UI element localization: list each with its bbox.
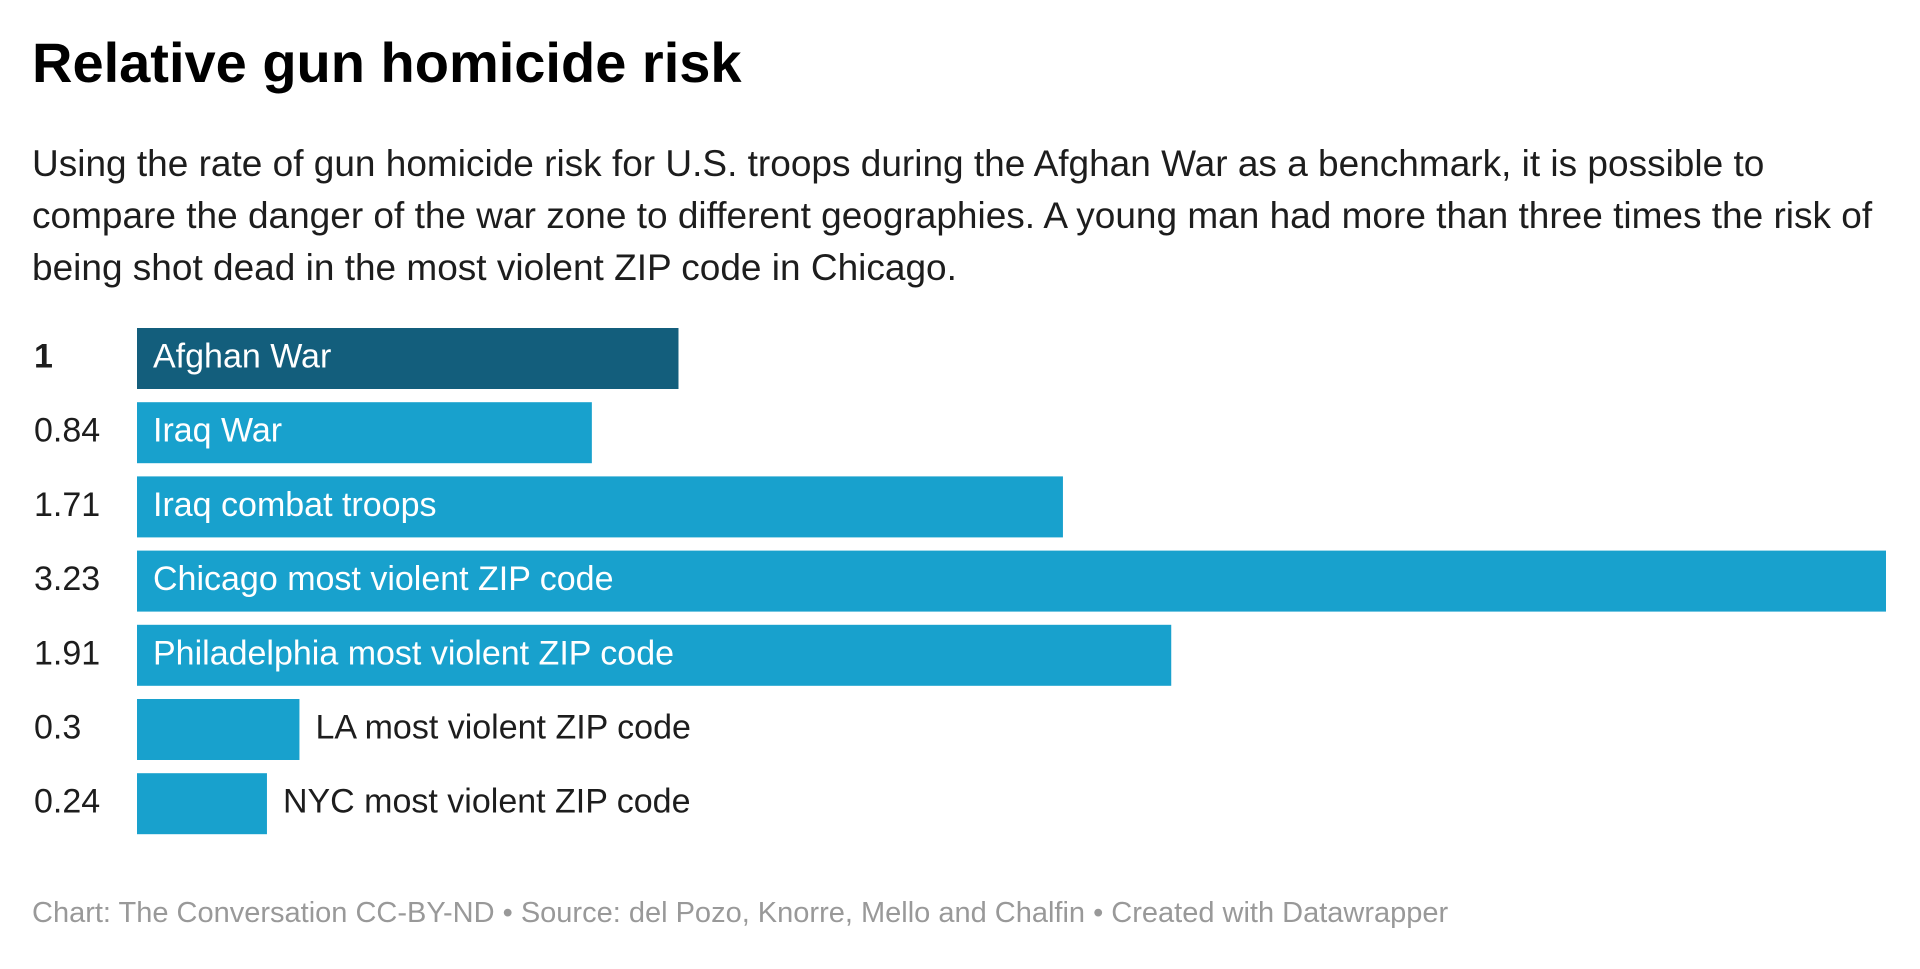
bar (137, 773, 267, 835)
chart-title: Relative gun homicide risk (32, 31, 742, 94)
value-label: 3.23 (34, 560, 100, 598)
chart-footer: Chart: The Conversation CC-BY-ND • Sourc… (32, 897, 1449, 929)
value-label: 1 (34, 337, 53, 375)
category-label: Iraq combat troops (153, 486, 436, 524)
category-label: Iraq War (153, 412, 282, 450)
category-label: NYC most violent ZIP code (283, 783, 691, 821)
category-label: LA most violent ZIP code (315, 708, 690, 746)
chart-subtitle: Using the rate of gun homicide risk for … (32, 143, 1873, 288)
value-label: 0.24 (34, 783, 100, 821)
bar (137, 476, 1063, 538)
value-label: 0.3 (34, 708, 81, 746)
category-label: Chicago most violent ZIP code (153, 560, 614, 598)
bar (137, 624, 1172, 686)
value-label: 1.71 (34, 486, 100, 524)
value-label: 1.91 (34, 634, 100, 672)
value-label: 0.84 (34, 412, 100, 450)
bar (137, 699, 300, 760)
category-label: Afghan War (153, 337, 331, 375)
bar (137, 550, 1886, 612)
bar (137, 402, 592, 464)
category-label: Philadelphia most violent ZIP code (153, 634, 674, 672)
bar (137, 328, 679, 389)
